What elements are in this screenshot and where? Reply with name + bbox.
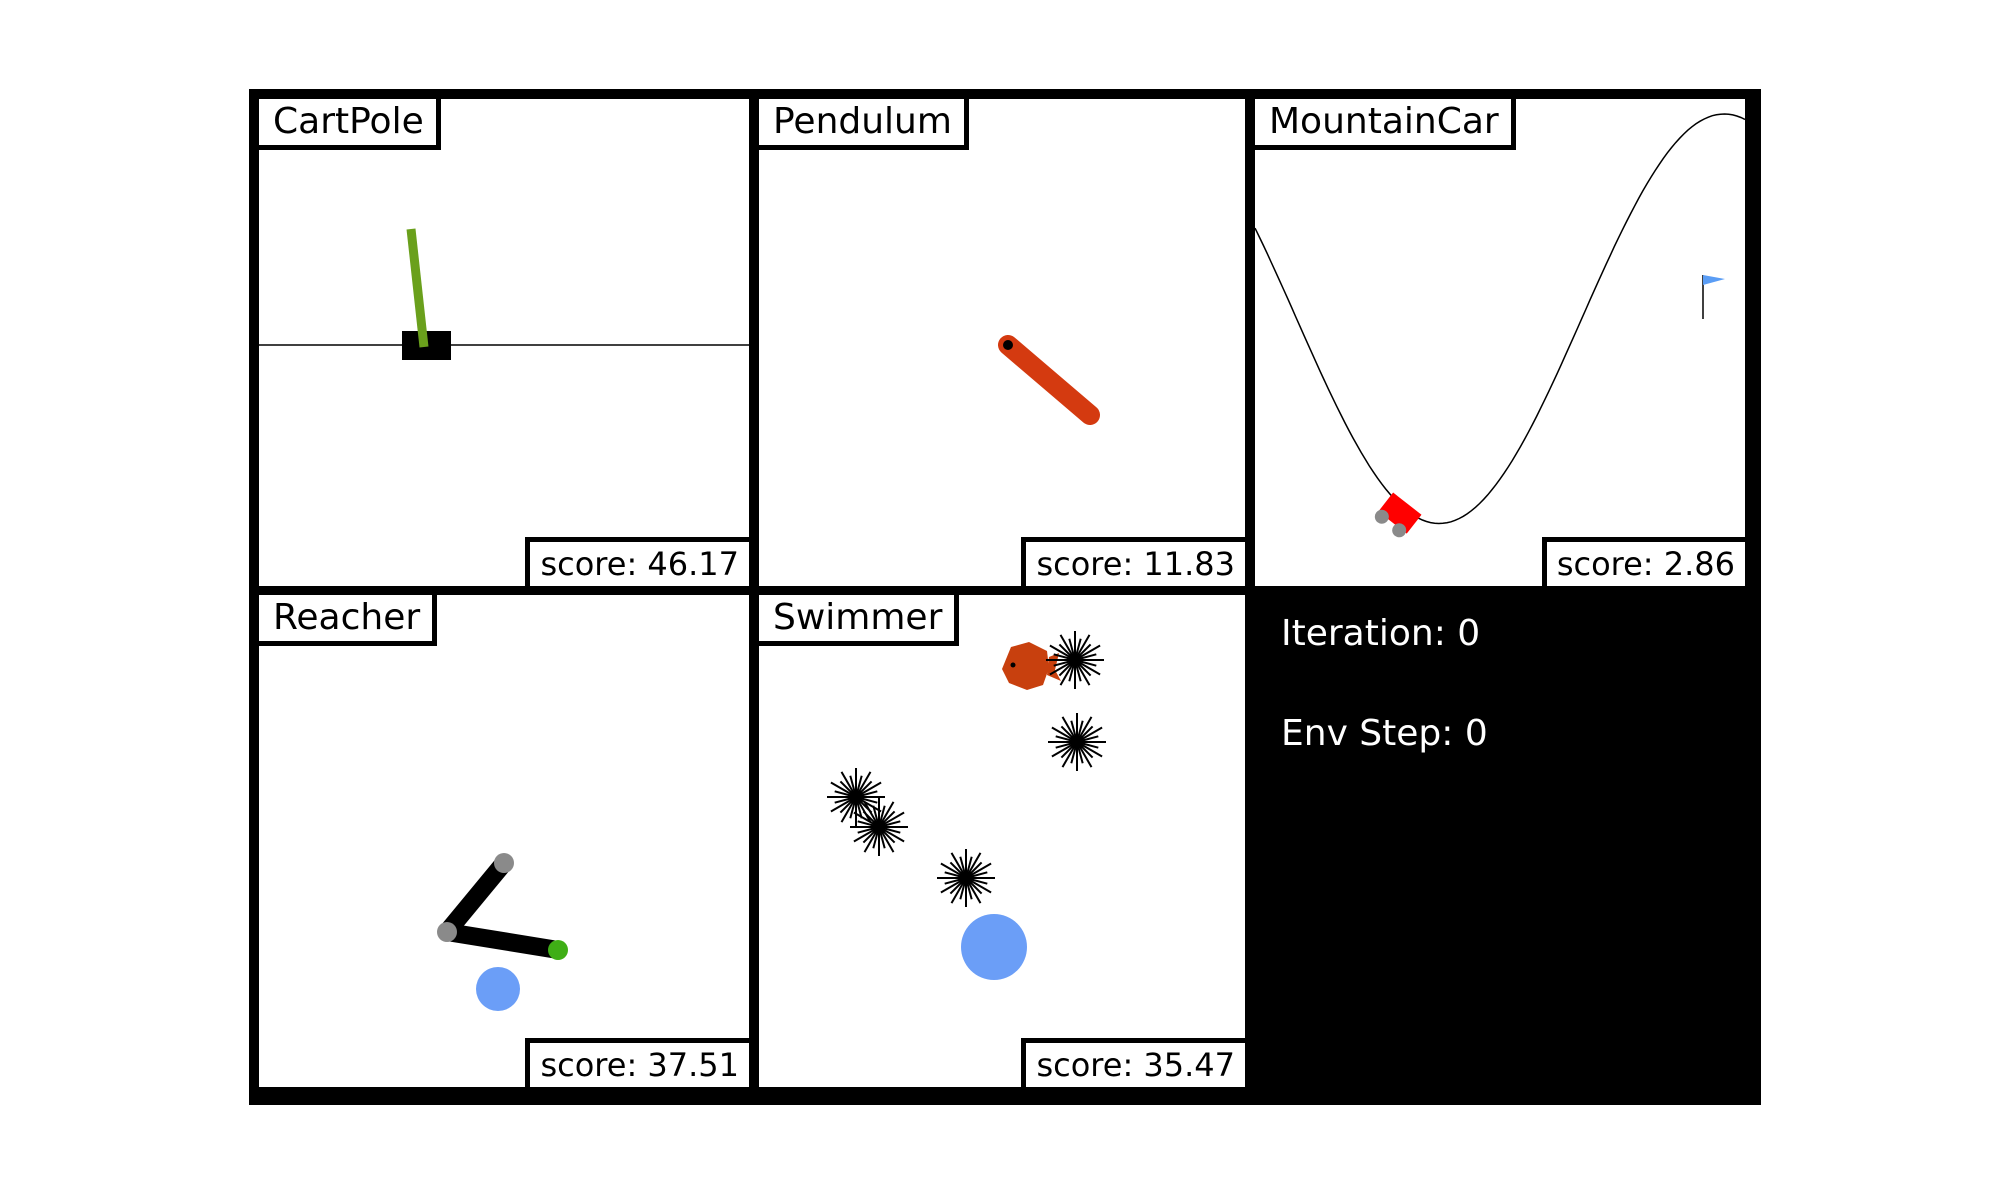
env-grid: CartPole score: 46.17 Pendulum score: 11… xyxy=(249,89,1761,1105)
cartpole-pole xyxy=(406,228,429,348)
env-score: score: 37.51 xyxy=(525,1038,749,1087)
env-title: Pendulum xyxy=(759,99,969,150)
reacher-link-1 xyxy=(438,854,513,941)
reacher-target xyxy=(476,967,520,1011)
env-title: Swimmer xyxy=(759,595,960,646)
mountaincar-car xyxy=(1374,492,1422,538)
env-score: score: 35.47 xyxy=(1021,1038,1245,1087)
mountaincar-flag xyxy=(1703,275,1725,285)
swimmer-fish xyxy=(1002,642,1061,690)
env-score: score: 46.17 xyxy=(525,537,749,586)
mountaincar-terrain xyxy=(1255,113,1745,525)
env-step-counter: Env Step: 0 xyxy=(1281,713,1488,754)
env-title: CartPole xyxy=(259,99,441,150)
reacher-joint-elbow xyxy=(494,853,514,873)
env-score: score: 2.86 xyxy=(1541,537,1745,586)
pendulum-pivot xyxy=(1003,340,1013,350)
env-title: MountainCar xyxy=(1255,99,1516,150)
urchin xyxy=(827,768,885,826)
env-title: Reacher xyxy=(259,595,438,646)
urchin xyxy=(937,849,995,907)
urchin xyxy=(850,798,908,856)
urchin xyxy=(1048,713,1106,771)
reacher-joint-base xyxy=(437,922,457,942)
panel-mountaincar: MountainCar score: 2.86 xyxy=(1255,99,1745,586)
pendulum-rod xyxy=(998,335,1100,425)
iteration-counter: Iteration: 0 xyxy=(1281,613,1481,654)
env-score: score: 11.83 xyxy=(1021,537,1245,586)
reacher-scene xyxy=(437,853,568,1011)
panel-swimmer: Swimmer score: 35.47 xyxy=(759,595,1245,1087)
panel-pendulum: Pendulum score: 11.83 xyxy=(759,99,1245,586)
reacher-link-2 xyxy=(438,923,567,959)
panel-cartpole: CartPole score: 46.17 xyxy=(259,99,749,586)
reacher-tip xyxy=(548,940,568,960)
swimmer-scene xyxy=(827,631,1106,980)
swimmer-ball xyxy=(961,914,1027,980)
urchin xyxy=(1046,631,1104,689)
mountaincar-scene xyxy=(1255,113,1745,538)
panel-reacher: Reacher score: 37.51 xyxy=(259,595,749,1087)
swimmer-urchins xyxy=(827,631,1106,907)
info-panel: Iteration: 0 Env Step: 0 xyxy=(1251,601,1756,1098)
pendulum-scene xyxy=(998,335,1100,425)
cartpole-scene xyxy=(259,228,749,360)
